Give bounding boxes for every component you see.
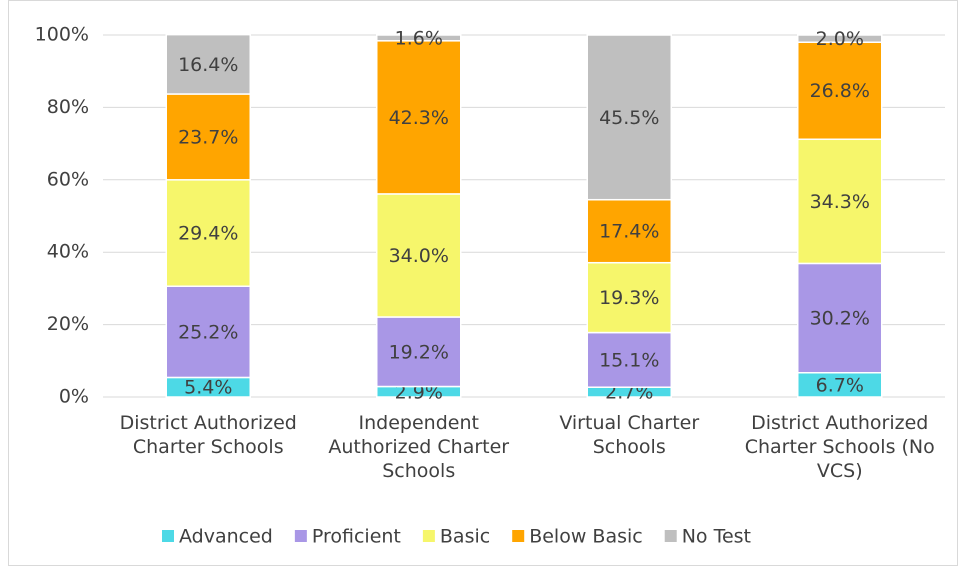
- bar-segment: [586, 34, 672, 201]
- data-label: 26.8%: [810, 80, 870, 102]
- data-label: 5.4%: [184, 377, 232, 399]
- data-label: 34.0%: [389, 245, 449, 267]
- data-label: 6.7%: [816, 374, 864, 396]
- legend-swatch: [294, 530, 307, 542]
- bar-segment: [797, 34, 883, 43]
- data-label: 15.1%: [599, 349, 659, 371]
- x-tick-label: District Authorized Charter Schools: [119, 412, 297, 458]
- data-label: 19.3%: [599, 287, 659, 309]
- legend-label: No Test: [682, 526, 751, 548]
- bar-segment: [586, 331, 672, 388]
- bar-segment: [376, 193, 462, 318]
- data-label: 2.0%: [816, 28, 864, 50]
- legend-swatch: [422, 530, 435, 542]
- bar-segment: [165, 33, 251, 95]
- y-tick-label: 80%: [47, 96, 89, 118]
- legend-label: Below Basic: [529, 526, 643, 548]
- data-label: 34.3%: [810, 191, 870, 213]
- bar-segment: [797, 41, 883, 141]
- x-tick-label: Virtual Charter Schools: [559, 412, 700, 458]
- bar-segment: [376, 34, 462, 42]
- y-tick-label: 40%: [47, 241, 89, 263]
- y-tick-label: 0%: [59, 386, 89, 408]
- data-label: 45.5%: [599, 107, 659, 129]
- y-tick-label: 100%: [35, 24, 89, 46]
- data-label: 23.7%: [178, 126, 238, 148]
- data-label: 42.3%: [389, 107, 449, 129]
- data-label: 30.2%: [810, 308, 870, 330]
- data-label: 25.2%: [178, 321, 238, 343]
- bar-segment: [797, 138, 883, 265]
- legend-label: Advanced: [179, 526, 273, 548]
- y-tick-label: 60%: [47, 168, 89, 190]
- legend-label: Basic: [440, 526, 490, 548]
- legend-swatch: [512, 530, 525, 542]
- data-label: 17.4%: [599, 221, 659, 243]
- data-label: 19.2%: [389, 341, 449, 363]
- data-label: 16.4%: [178, 54, 238, 76]
- x-tick-label: Independent Authorized Charter Schools: [328, 412, 510, 482]
- bar-segment: [586, 198, 672, 264]
- bar-segment: [165, 179, 251, 287]
- bar-segment: [376, 316, 462, 388]
- legend-swatch: [162, 530, 174, 542]
- legend-label: Proficient: [312, 526, 401, 548]
- x-tick-label: District Authorized Charter Schools (No …: [744, 412, 935, 482]
- data-label: 1.6%: [395, 27, 443, 49]
- bar-segment: [586, 261, 672, 334]
- bar-segment: [376, 40, 462, 195]
- legend-swatch: [664, 530, 677, 542]
- y-tick-label: 20%: [47, 313, 89, 335]
- chart-border: [8, 0, 958, 566]
- bar-segment: [165, 285, 251, 379]
- data-label: 29.4%: [178, 223, 238, 245]
